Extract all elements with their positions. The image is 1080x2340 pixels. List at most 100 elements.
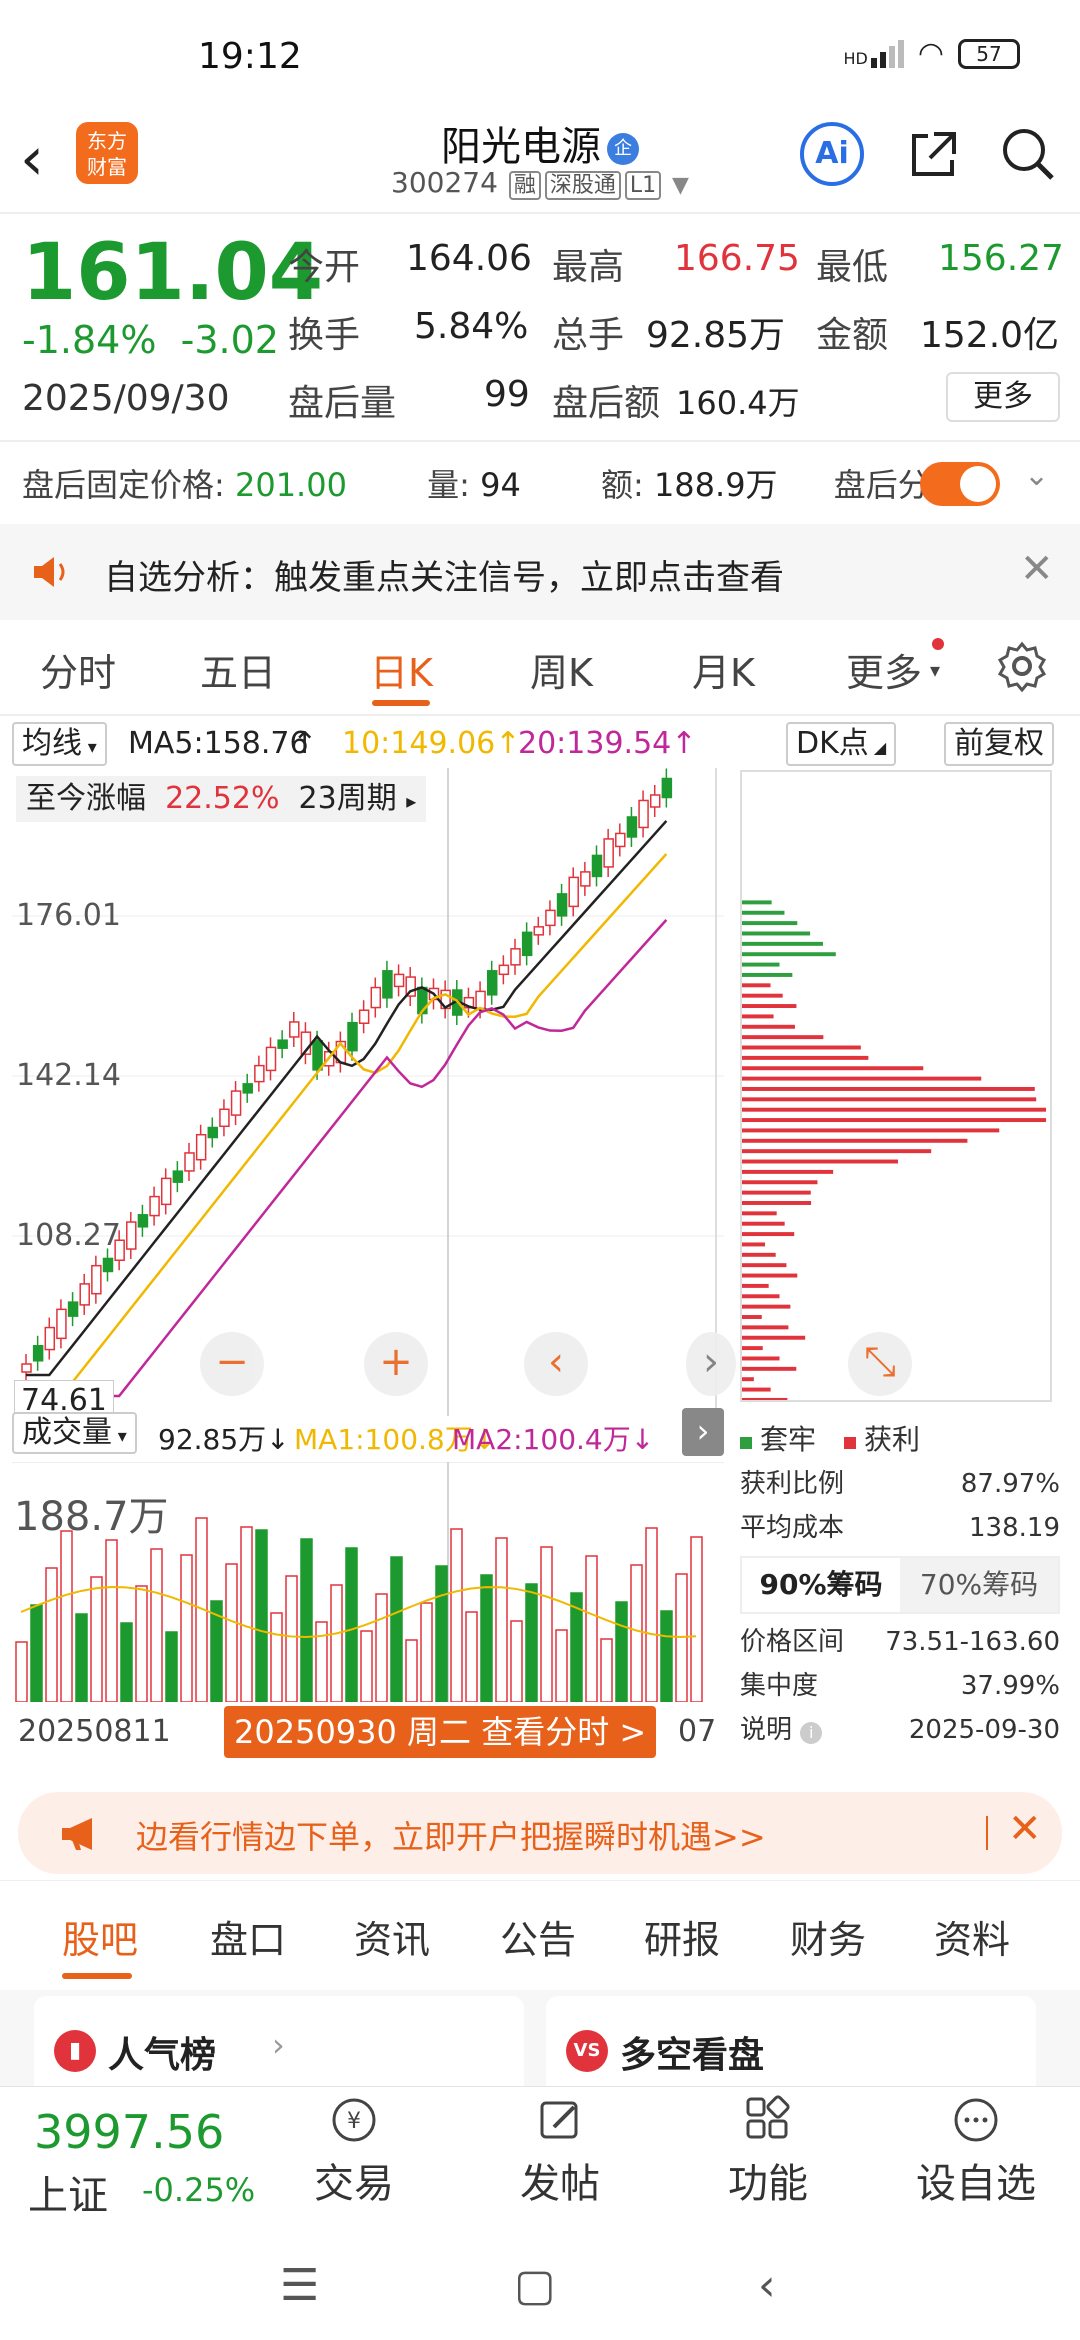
volume-bar <box>315 1621 328 1702</box>
svg-text:¥: ¥ <box>347 2109 361 2134</box>
candle <box>102 1257 114 1273</box>
vol-ma2: MA2:100.4万↓ <box>452 1423 655 1456</box>
candle <box>521 931 533 957</box>
tab-weekly-k[interactable]: 周K <box>530 651 593 695</box>
status-bar: 19:12 HD ◠ 57 <box>0 0 1080 110</box>
candle <box>475 990 486 1010</box>
candle <box>615 832 626 848</box>
volume-bar <box>150 1548 163 1702</box>
note-label[interactable]: 说明 i <box>740 1708 823 1752</box>
home-icon[interactable]: ▢ <box>514 2260 556 2311</box>
high-label: 最高 <box>552 247 625 288</box>
volume-chart[interactable] <box>12 1462 724 1702</box>
candle <box>44 1326 56 1351</box>
chip-bar <box>742 1294 780 1299</box>
expand-icon[interactable]: ⤡ <box>848 1332 912 1396</box>
tab-announcements[interactable]: 公告 <box>500 1918 577 1962</box>
menu-icon[interactable]: ☰ <box>280 2260 320 2311</box>
volume-bar <box>495 1537 508 1702</box>
adjust-button[interactable]: 前复权 <box>944 722 1054 766</box>
nav-functions[interactable]: 功能 <box>708 2095 828 2209</box>
chip-bar <box>742 952 836 957</box>
gear-icon[interactable] <box>996 640 1048 692</box>
chevron-down-icon[interactable]: ⌄ <box>1024 458 1050 493</box>
nav-post[interactable]: 发帖 <box>500 2095 620 2209</box>
chip-bar <box>742 1366 797 1371</box>
gain-box[interactable]: 至今涨幅 22.52% 23周期 ▸ <box>16 776 427 822</box>
turnover-label: 换手 <box>288 315 361 356</box>
kline-chart[interactable] <box>12 768 724 1416</box>
volume-label: 总手 <box>552 315 625 356</box>
ma-type-select[interactable]: 均线 ▾ <box>12 722 107 766</box>
selected-date-button[interactable]: 20250930 周二 查看分时 > <box>224 1706 657 1758</box>
candle <box>67 1301 79 1317</box>
back-icon[interactable]: ‹ <box>20 124 44 194</box>
chip-bar <box>742 1097 1037 1102</box>
share-icon[interactable] <box>904 126 962 184</box>
concentration-label: 集中度 <box>740 1671 819 1701</box>
chip-bar <box>742 1169 834 1174</box>
tab-intraday[interactable]: 分时 <box>40 651 117 695</box>
volume-type-select[interactable]: 成交量 ▾ <box>12 1412 137 1454</box>
volume-bar <box>615 1601 628 1702</box>
nav-add-watchlist[interactable]: 设自选 <box>916 2095 1036 2209</box>
tab-daily-k[interactable]: 日K <box>370 651 433 695</box>
ma-bar: 均线 ▾ MA5:158.76 ↑ 10:149.06↑ 20:139.54↑ … <box>0 720 1080 766</box>
volume-bar <box>225 1563 238 1702</box>
ai-button[interactable]: Ai <box>800 122 864 186</box>
tab-finance[interactable]: 财务 <box>790 1918 867 1962</box>
tab-research[interactable]: 研报 <box>644 1918 721 1962</box>
volume-bar <box>210 1600 223 1702</box>
seg-90-button[interactable]: 90%筹码 <box>742 1558 900 1612</box>
tab-more[interactable]: 更多 <box>846 651 923 695</box>
y-label-top: 176.01 <box>16 898 121 933</box>
bar-chart-icon: ▮ <box>54 2030 96 2072</box>
after-hours-toggle[interactable] <box>920 462 1000 506</box>
popular-label: 人气榜 <box>108 2035 217 2076</box>
chip-bar <box>742 1263 787 1268</box>
promo-banner[interactable]: 边看行情边下单，立即开户把握瞬时机遇>> ✕ <box>18 1792 1062 1874</box>
volume-y-max: 188.7万 <box>14 1494 169 1540</box>
battery-icon: 57 <box>958 38 1020 69</box>
volume-bar <box>435 1565 448 1702</box>
chip-bar <box>742 1024 795 1029</box>
alert-bar[interactable]: 自选分析：触发重点关注信号，立即点击查看 ✕ <box>0 524 1080 620</box>
dk-point-button[interactable]: DK点 ◢ <box>786 722 897 766</box>
back-nav-icon[interactable]: ‹ <box>758 2260 776 2311</box>
volume-bar <box>135 1585 148 1702</box>
volume-bar <box>465 1611 478 1702</box>
tab-monthly-k[interactable]: 月K <box>692 651 755 695</box>
bull-bear-card[interactable]: VS 多空看盘 <box>546 1996 1036 2096</box>
stock-code-row[interactable]: 300274 融深股通 L1 ▼ <box>391 166 689 200</box>
tab-profile[interactable]: 资料 <box>934 1918 1011 1962</box>
expand-right-icon[interactable]: › <box>682 1408 724 1456</box>
vol-ma1-line <box>20 1586 697 1639</box>
tab-guba[interactable]: 股吧 <box>62 1918 139 1962</box>
more-button[interactable]: 更多 <box>946 372 1060 422</box>
chip-bar <box>742 1035 824 1040</box>
tab-news[interactable]: 资讯 <box>354 1918 431 1962</box>
close-icon[interactable]: ✕ <box>1020 546 1054 592</box>
scroll-right-icon[interactable]: › <box>686 1332 736 1396</box>
volume-bar <box>180 1554 193 1702</box>
popular-card[interactable]: ▮ 人气榜 › <box>34 1996 524 2096</box>
seg-70-button[interactable]: 70%筹码 <box>900 1558 1058 1612</box>
y-label-mid: 142.14 <box>16 1058 121 1093</box>
volume-bar <box>165 1631 178 1702</box>
tab-five-day[interactable]: 五日 <box>200 651 277 695</box>
volume-bar <box>540 1546 553 1702</box>
volume-bar <box>645 1527 658 1702</box>
candle <box>91 1264 102 1295</box>
legend-trapped: 套牢 <box>740 1418 816 1462</box>
search-icon[interactable] <box>998 124 1058 184</box>
chip-bar <box>742 1004 797 1009</box>
scroll-left-icon[interactable]: ‹ <box>524 1332 588 1396</box>
close-icon[interactable]: ✕ <box>1008 1806 1042 1852</box>
zoom-out-icon[interactable]: − <box>200 1332 264 1396</box>
volume-bar <box>690 1536 703 1702</box>
nav-trade[interactable]: ¥ 交易 <box>294 2095 414 2209</box>
tab-pankou[interactable]: 盘口 <box>210 1918 287 1962</box>
zoom-in-icon[interactable]: + <box>364 1332 428 1396</box>
ma20-line <box>26 919 668 1398</box>
chip-bar <box>742 1356 780 1361</box>
